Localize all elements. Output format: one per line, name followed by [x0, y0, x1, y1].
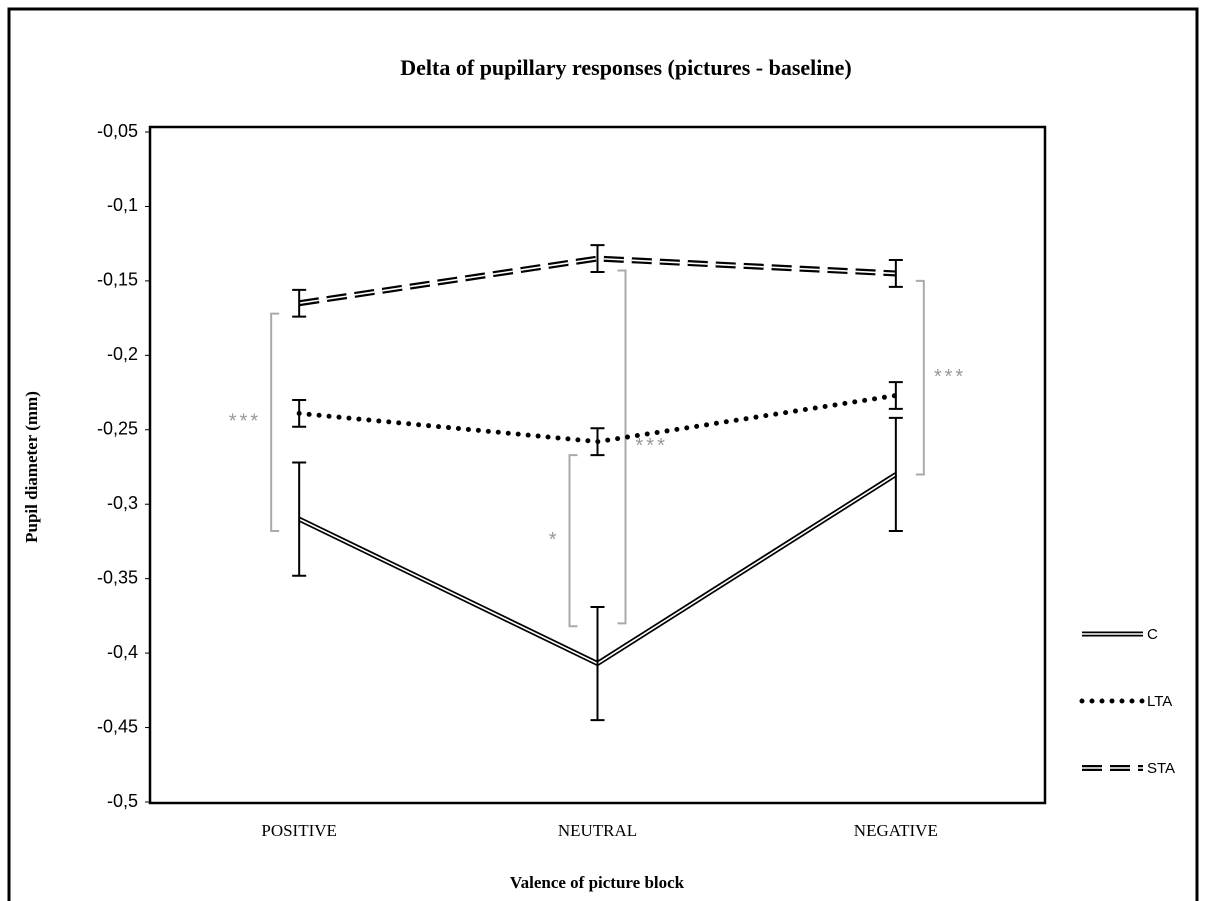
significance-label: *** — [934, 366, 966, 388]
y-tick-label: -0,5 — [107, 791, 138, 811]
plot-area — [148, 125, 1047, 805]
legend-label: C — [1147, 626, 1158, 643]
legend-label: STA — [1147, 760, 1175, 777]
significance-bracket — [617, 269, 627, 625]
y-tick-label: -0,1 — [107, 195, 138, 215]
y-tick-label: -0,45 — [97, 716, 138, 736]
significance-bracket — [270, 312, 280, 533]
error-bar — [292, 288, 307, 318]
significance-label: *** — [636, 435, 668, 457]
series-line-inner — [299, 257, 896, 305]
error-bar — [888, 259, 903, 288]
x-tick-label: NEUTRAL — [558, 821, 637, 840]
significance-bracket — [915, 279, 925, 476]
significance-label: *** — [229, 411, 261, 433]
chart-title: Delta of pupillary responses (pictures -… — [400, 55, 851, 80]
error-bar — [292, 399, 307, 428]
x-axis-label: Valence of picture block — [510, 873, 685, 892]
y-tick-label: -0,05 — [97, 121, 138, 141]
y-tick-label: -0,2 — [107, 344, 138, 364]
x-tick-label: POSITIVE — [261, 821, 337, 840]
significance-bracket — [568, 454, 578, 628]
y-tick-label: -0,35 — [97, 567, 138, 587]
y-axis-label: Pupil diameter (mm) — [22, 391, 41, 543]
error-bar — [590, 427, 605, 457]
error-bar — [888, 416, 903, 533]
significance-label: * — [549, 529, 560, 551]
x-tick-label: NEGATIVE — [854, 821, 938, 840]
y-tick-label: -0,4 — [107, 642, 138, 662]
y-tick-label: -0,3 — [107, 493, 138, 513]
y-tick-label: -0,15 — [97, 270, 138, 290]
error-bar — [888, 381, 903, 410]
error-bar — [590, 244, 605, 273]
frame — [7, 7, 1199, 901]
legend-label: LTA — [1147, 693, 1172, 710]
error-bar — [590, 605, 605, 722]
y-tick-label: -0,25 — [97, 419, 138, 439]
error-bar — [292, 461, 307, 577]
